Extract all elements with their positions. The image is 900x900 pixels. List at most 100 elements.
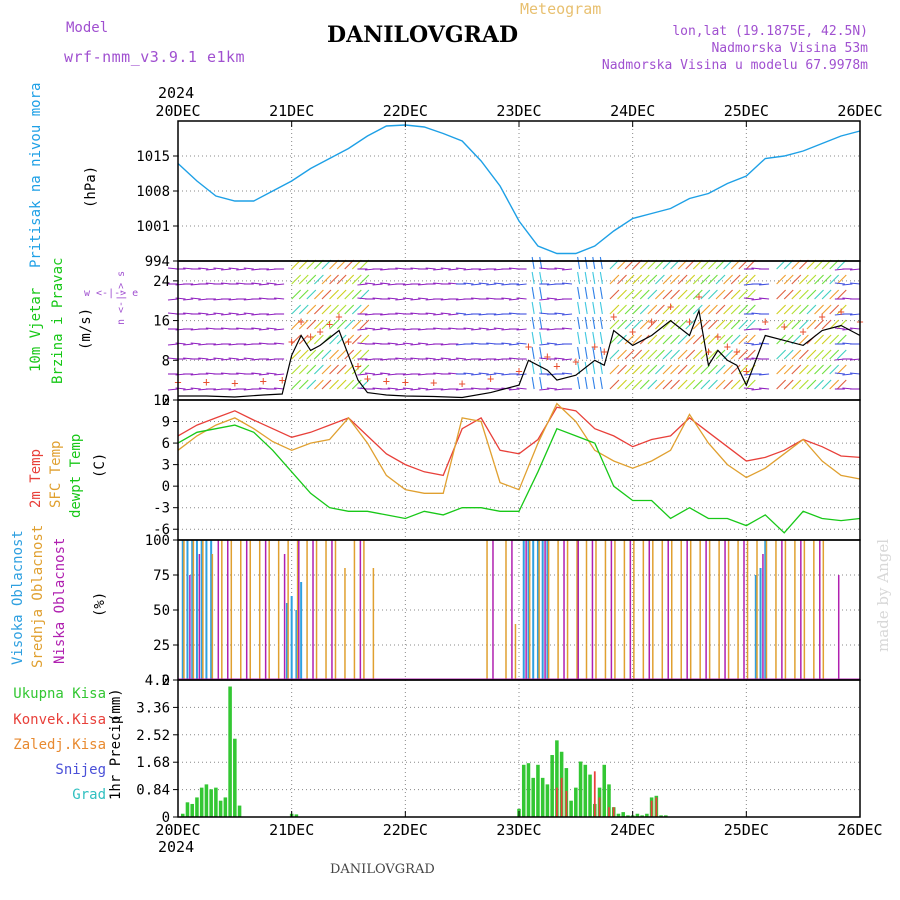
wind-barb bbox=[783, 289, 794, 300]
wind-barb bbox=[624, 289, 635, 300]
precip-total-bar bbox=[204, 784, 209, 817]
wind-barb bbox=[291, 349, 302, 360]
wind-barb bbox=[298, 304, 309, 315]
wind-barb bbox=[662, 319, 673, 330]
wind-barb bbox=[425, 312, 436, 315]
wind-barb bbox=[463, 282, 474, 285]
wind-barb bbox=[455, 267, 467, 270]
wind-barb bbox=[493, 327, 504, 330]
wind-barb bbox=[478, 327, 489, 330]
wind-barb bbox=[344, 319, 355, 330]
wind-gust-marker: + bbox=[667, 300, 674, 314]
wind-gust-marker: + bbox=[572, 354, 579, 368]
precip-total-bar bbox=[209, 789, 213, 817]
wind-barb bbox=[198, 312, 209, 315]
wind-barb bbox=[471, 283, 482, 286]
wind-barb bbox=[321, 274, 332, 285]
wind-barb bbox=[730, 289, 741, 300]
wind-direction-legend-we: w <-|-> e bbox=[84, 288, 139, 299]
wind-barb bbox=[745, 349, 756, 360]
precip-total-bar bbox=[294, 814, 299, 817]
wind-barb bbox=[243, 267, 254, 270]
wind-barb bbox=[433, 313, 444, 316]
precip-total-bar bbox=[645, 813, 649, 817]
wind-barb bbox=[314, 304, 324, 315]
wind-gust-marker: + bbox=[316, 324, 323, 338]
wind-barb bbox=[738, 319, 749, 330]
wind-barb bbox=[274, 373, 285, 376]
wind-barb bbox=[274, 297, 285, 300]
wind-barb bbox=[834, 327, 845, 330]
wind-barb bbox=[251, 327, 262, 330]
wind-barb bbox=[351, 304, 362, 315]
precip-total-bar bbox=[228, 686, 232, 817]
wind-barb bbox=[836, 334, 847, 345]
wind-barb bbox=[561, 358, 573, 361]
wind-barb bbox=[798, 289, 809, 300]
wind-gust-marker: + bbox=[515, 364, 522, 378]
wind-barb bbox=[647, 379, 658, 390]
wind-barb bbox=[708, 319, 718, 330]
wind-barb bbox=[814, 319, 824, 330]
wind-barb bbox=[592, 361, 596, 375]
wind-barb bbox=[806, 379, 817, 390]
wind-barb bbox=[821, 364, 832, 375]
y-tick-label: 4.2 bbox=[145, 673, 170, 689]
wind-barb bbox=[448, 358, 459, 361]
wind-barb bbox=[655, 319, 665, 330]
wind-barb bbox=[274, 283, 285, 286]
wind-barb bbox=[418, 297, 429, 300]
wind-barb bbox=[205, 268, 216, 271]
wind-barb bbox=[167, 298, 179, 301]
precip-total-bar bbox=[233, 738, 237, 817]
wind-barb bbox=[291, 289, 302, 300]
wind-barb bbox=[306, 274, 317, 285]
wind-barb bbox=[329, 334, 339, 345]
wind-barb bbox=[516, 373, 527, 376]
wind-barb bbox=[700, 349, 711, 360]
wind-barb bbox=[751, 298, 762, 301]
wind-barb bbox=[599, 316, 603, 330]
wind-barb bbox=[228, 312, 239, 315]
wind-gust-marker: + bbox=[781, 320, 788, 334]
wind-barb bbox=[478, 372, 489, 375]
wind-barb bbox=[357, 373, 368, 376]
wind-barb bbox=[344, 349, 355, 360]
wind-barb bbox=[692, 304, 703, 315]
legend-grad: Grad bbox=[72, 787, 106, 803]
wind-barb bbox=[561, 313, 573, 316]
wind-barb bbox=[220, 268, 232, 271]
wind-barb bbox=[395, 343, 406, 346]
x-tick-label-top: 21DEC bbox=[269, 102, 314, 120]
wind-barb bbox=[759, 373, 770, 376]
wind-barb bbox=[639, 364, 650, 375]
wind-barb bbox=[486, 283, 497, 286]
wind-barb bbox=[617, 379, 627, 390]
precip-total-bar bbox=[526, 763, 531, 817]
wind-barb bbox=[632, 274, 643, 285]
precip-total-bar bbox=[640, 815, 644, 817]
wind-barb bbox=[561, 282, 573, 285]
wind-barb bbox=[639, 274, 650, 285]
wind-barb bbox=[639, 289, 650, 300]
wind-barb bbox=[336, 319, 347, 330]
wind-barb bbox=[220, 313, 232, 316]
wind-gust-marker: + bbox=[402, 375, 409, 389]
wind-barb bbox=[243, 312, 254, 315]
model-elevation-text: Nadmorska Visina u modelu 67.9978m bbox=[601, 58, 868, 73]
wind-barb bbox=[743, 387, 754, 390]
wind-barb bbox=[577, 331, 581, 345]
wind-barb bbox=[745, 319, 756, 330]
wind-barb bbox=[321, 364, 332, 375]
wind-barb bbox=[849, 372, 861, 375]
wind-barb bbox=[745, 289, 756, 300]
wind-barb bbox=[670, 274, 680, 285]
wind-barb bbox=[685, 349, 696, 360]
wind-barb bbox=[836, 364, 847, 375]
wind-barb bbox=[380, 327, 391, 330]
wind-barb bbox=[617, 349, 627, 360]
wind-barb bbox=[662, 334, 673, 345]
wind-barb bbox=[685, 319, 696, 330]
wind-barb bbox=[351, 289, 362, 300]
wind-barb bbox=[647, 334, 658, 345]
